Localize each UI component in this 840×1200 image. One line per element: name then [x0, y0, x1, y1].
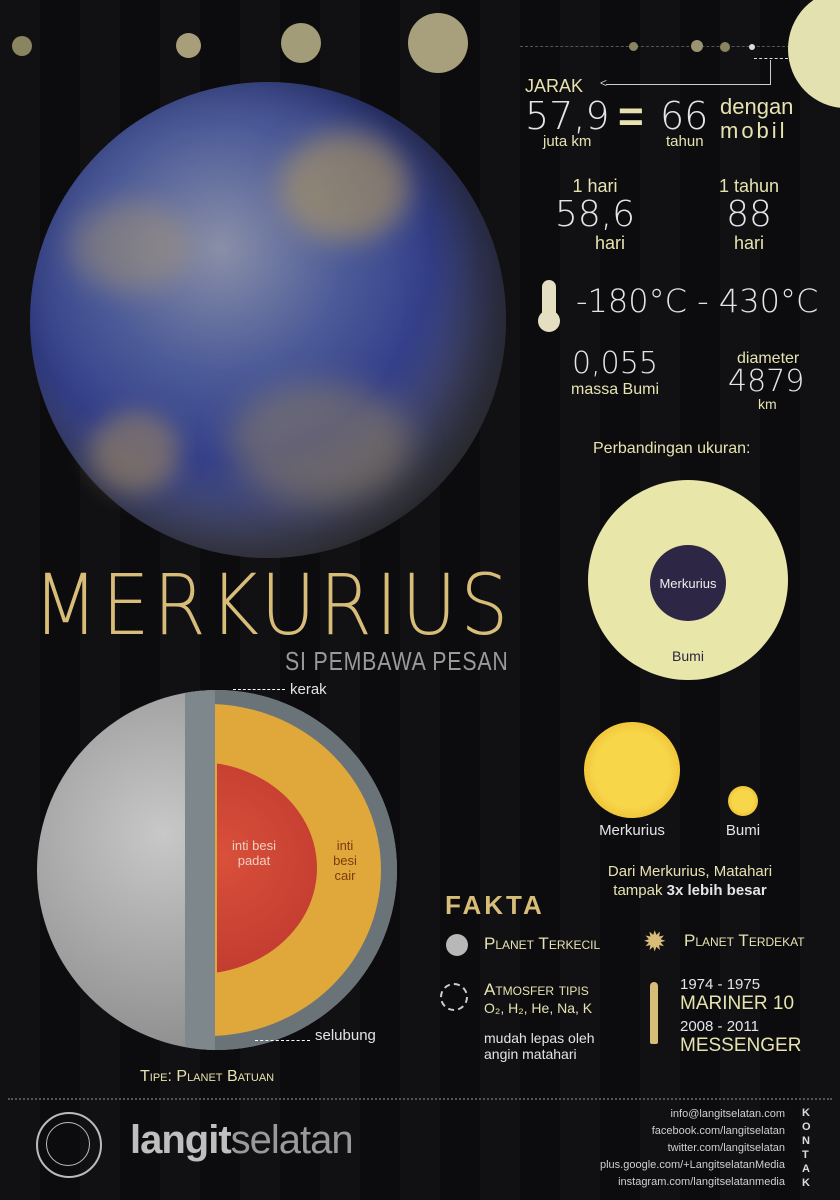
diameter-block: diameter 4879 km — [728, 350, 828, 412]
inner-core-label: inti besi padat — [231, 838, 277, 868]
diameter-unit: km — [758, 396, 777, 412]
mercury-circle — [650, 545, 726, 621]
mercury-circle-label: Merkurius — [659, 576, 717, 591]
crust-label: kerak — [290, 681, 327, 698]
car-text-2: mobil — [720, 118, 788, 143]
atmosphere-icon — [440, 983, 468, 1011]
mission-2-years: 2008 - 2011 — [680, 1018, 759, 1035]
planet-dot-7 — [720, 42, 730, 52]
sun-compare-bold: 3x lebih besar — [666, 882, 767, 899]
year-label: 1 tahun — [718, 176, 780, 196]
arrow-head-icon: < — [600, 76, 608, 90]
contact-googleplus[interactable]: plus.google.com/+LangitselatanMedia — [600, 1159, 785, 1171]
brand-light: selatan — [230, 1118, 354, 1162]
contact-list: info@langitselatan.com facebook.com/lang… — [600, 1106, 785, 1191]
atmosphere-note-1: mudah lepas oleh — [484, 1030, 595, 1046]
diameter-value: 4879 — [728, 364, 805, 399]
sun-compare-line-2: tampak 3x lebih besar — [560, 881, 820, 900]
distance-unit: juta km — [543, 133, 592, 150]
brand-bold: langit — [130, 1118, 232, 1162]
rocket-icon — [650, 982, 658, 1044]
car-years-value: 66 — [660, 94, 709, 138]
mercury-globe-image — [30, 82, 506, 558]
sun-mercury-label: Merkurius — [599, 822, 665, 839]
car-years-unit: tahun — [666, 133, 704, 150]
sun-earth-label: Bumi — [725, 822, 761, 839]
temperature-range: -180°C - 430°C — [576, 282, 819, 320]
sun-circle — [788, 0, 840, 108]
sun-icon: ✹ — [643, 926, 667, 957]
year-value: 88 — [726, 194, 772, 235]
day-block: 1 hari 58,6 hari — [540, 176, 650, 254]
car-text-1: dengan — [720, 94, 794, 119]
mission-2-name: MESSENGER — [680, 1035, 802, 1056]
sun-compare-prefix: tampak — [613, 882, 667, 899]
mercury-dot — [749, 44, 755, 50]
orbit-dotted-line — [520, 46, 790, 47]
distance-arrow-line — [606, 60, 771, 85]
sun-from-earth — [728, 786, 758, 816]
year-unit: hari — [733, 233, 764, 253]
distance-label: JARAK — [525, 76, 584, 96]
sun-compare-text: Dari Merkurius, Matahari tampak 3x lebih… — [560, 862, 820, 900]
distance-bracket — [754, 58, 788, 59]
mercury-cross-section — [37, 690, 397, 1050]
langitselatan-logo — [36, 1112, 102, 1178]
atmosphere-note-2: angin matahari — [484, 1046, 577, 1062]
page-subtitle: SI PEMBAWA PESAN — [285, 646, 509, 676]
fact-smallest: Planet Terkecil — [484, 934, 601, 953]
day-unit: hari — [594, 233, 625, 253]
outer-core-label: inti besi cair — [333, 838, 357, 883]
mission-1-name: MARINER 10 — [680, 993, 795, 1014]
contact-facebook[interactable]: facebook.com/langitselatan — [651, 1125, 785, 1137]
thermometer-bulb — [538, 310, 560, 332]
sun-compare-line-1: Dari Merkurius, Matahari — [607, 863, 773, 880]
contact-label: KONTAK — [802, 1107, 811, 1189]
planet-dot-4 — [408, 13, 468, 73]
earth-circle-label: Bumi — [672, 648, 704, 664]
year-block: 1 tahun 88 hari — [694, 176, 804, 254]
atmosphere-gases: O₂, H₂, He, Na, K — [484, 1000, 593, 1016]
brand-wordmark: langitselatan — [130, 1118, 354, 1163]
page-title: MERKURIUS — [33, 556, 512, 654]
small-planet-icon — [446, 934, 468, 956]
distance-value: 57,9 — [525, 94, 610, 138]
fact-closest: Planet Terdekat — [684, 931, 805, 950]
planet-dot-3 — [281, 23, 321, 63]
contact-twitter[interactable]: twitter.com/langitselatan — [667, 1142, 785, 1154]
equals-sign: = — [618, 92, 644, 141]
sun-from-mercury — [584, 722, 680, 818]
crust-arrow — [233, 689, 285, 690]
size-compare-heading: Perbandingan ukuran: — [593, 440, 751, 457]
mass-value: 0,055 — [572, 346, 658, 381]
planet-type-label: Tipe: Planet Batuan — [140, 1068, 275, 1085]
day-label: 1 hari — [572, 176, 618, 196]
facts-heading: FAKTA — [445, 890, 545, 920]
day-value: 58,6 — [554, 194, 636, 235]
contact-instagram[interactable]: instagram.com/langitselatanmedia — [618, 1176, 785, 1188]
planet-dot-1 — [12, 36, 32, 56]
mass-block: 0,055 massa Bumi — [560, 346, 670, 399]
mantle-label: selubung — [315, 1027, 376, 1044]
diameter-label: diameter — [737, 350, 800, 367]
planet-dot-2 — [176, 33, 201, 58]
contact-email[interactable]: info@langitselatan.com — [670, 1108, 785, 1120]
footer-divider — [8, 1098, 832, 1100]
planet-dot-5 — [629, 42, 638, 51]
mass-unit: massa Bumi — [570, 381, 660, 398]
mission-1-years: 1974 - 1975 — [680, 976, 761, 993]
fact-atmosphere: Atmosfer tipis — [484, 980, 589, 999]
mantle-arrow — [255, 1040, 310, 1041]
planet-dot-6 — [691, 40, 703, 52]
